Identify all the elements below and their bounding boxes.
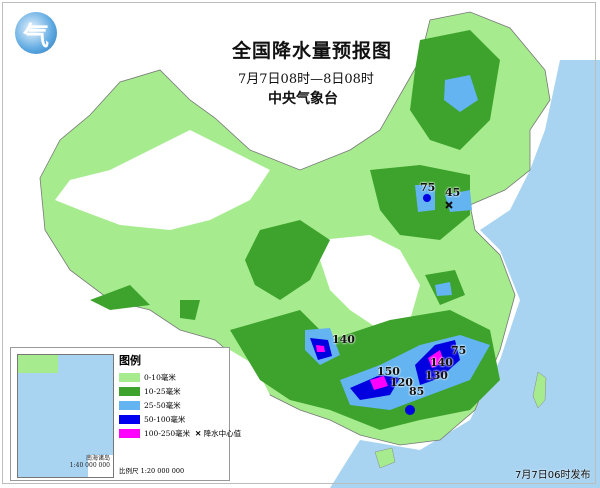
rain-center-value: 140	[430, 356, 453, 369]
dry-region-xinjiang	[55, 130, 270, 230]
legend-item: 0-10毫米	[119, 372, 176, 383]
legend-title: 图例	[119, 354, 141, 367]
taiwan	[532, 371, 547, 409]
map-title: 全国降水量预报图	[232, 40, 393, 62]
rain-center-value: 150	[377, 365, 400, 378]
rain-center-value: 75	[420, 181, 436, 194]
agency: 中央气象台	[268, 91, 338, 107]
time-range: 7月7日08时—8日08时	[238, 72, 374, 87]
legend-center-marker: ✕ 降水中心值	[195, 429, 242, 438]
south-china-sea-inset: 南海诸岛 1:40 000 000	[17, 354, 114, 478]
rain-center-value: 45	[445, 186, 461, 199]
dry-region-central	[320, 235, 420, 330]
hainan	[374, 447, 396, 469]
inset-label: 南海诸岛 1:40 000 000	[69, 455, 110, 469]
x-mark-icon: ✕	[195, 429, 202, 438]
published-time: 7月7日06时发布	[515, 470, 591, 481]
rain-center-value: 120	[390, 376, 413, 389]
legend-item: 10-25毫米	[119, 386, 181, 397]
map-scale: 比例尺 1:20 000 000	[119, 467, 185, 475]
rain-center-value: 85	[409, 385, 425, 398]
sea	[330, 60, 600, 488]
cma-logo: 气	[15, 12, 57, 54]
rain-center-markers	[445, 201, 453, 209]
rain-100-250-areas	[316, 345, 444, 390]
legend-item: 25-50毫米	[119, 400, 181, 411]
rain-center-value: 130	[425, 369, 448, 382]
legend-item: 50-100毫米	[119, 414, 185, 425]
legend-item: 100-250毫米	[119, 428, 190, 439]
rain-center-value: 140	[332, 333, 355, 346]
legend-panel: 南海诸岛 1:40 000 000 图例 0-10毫米 10-25毫米 25-50…	[10, 347, 241, 481]
rain-center-value: 75	[451, 344, 467, 357]
